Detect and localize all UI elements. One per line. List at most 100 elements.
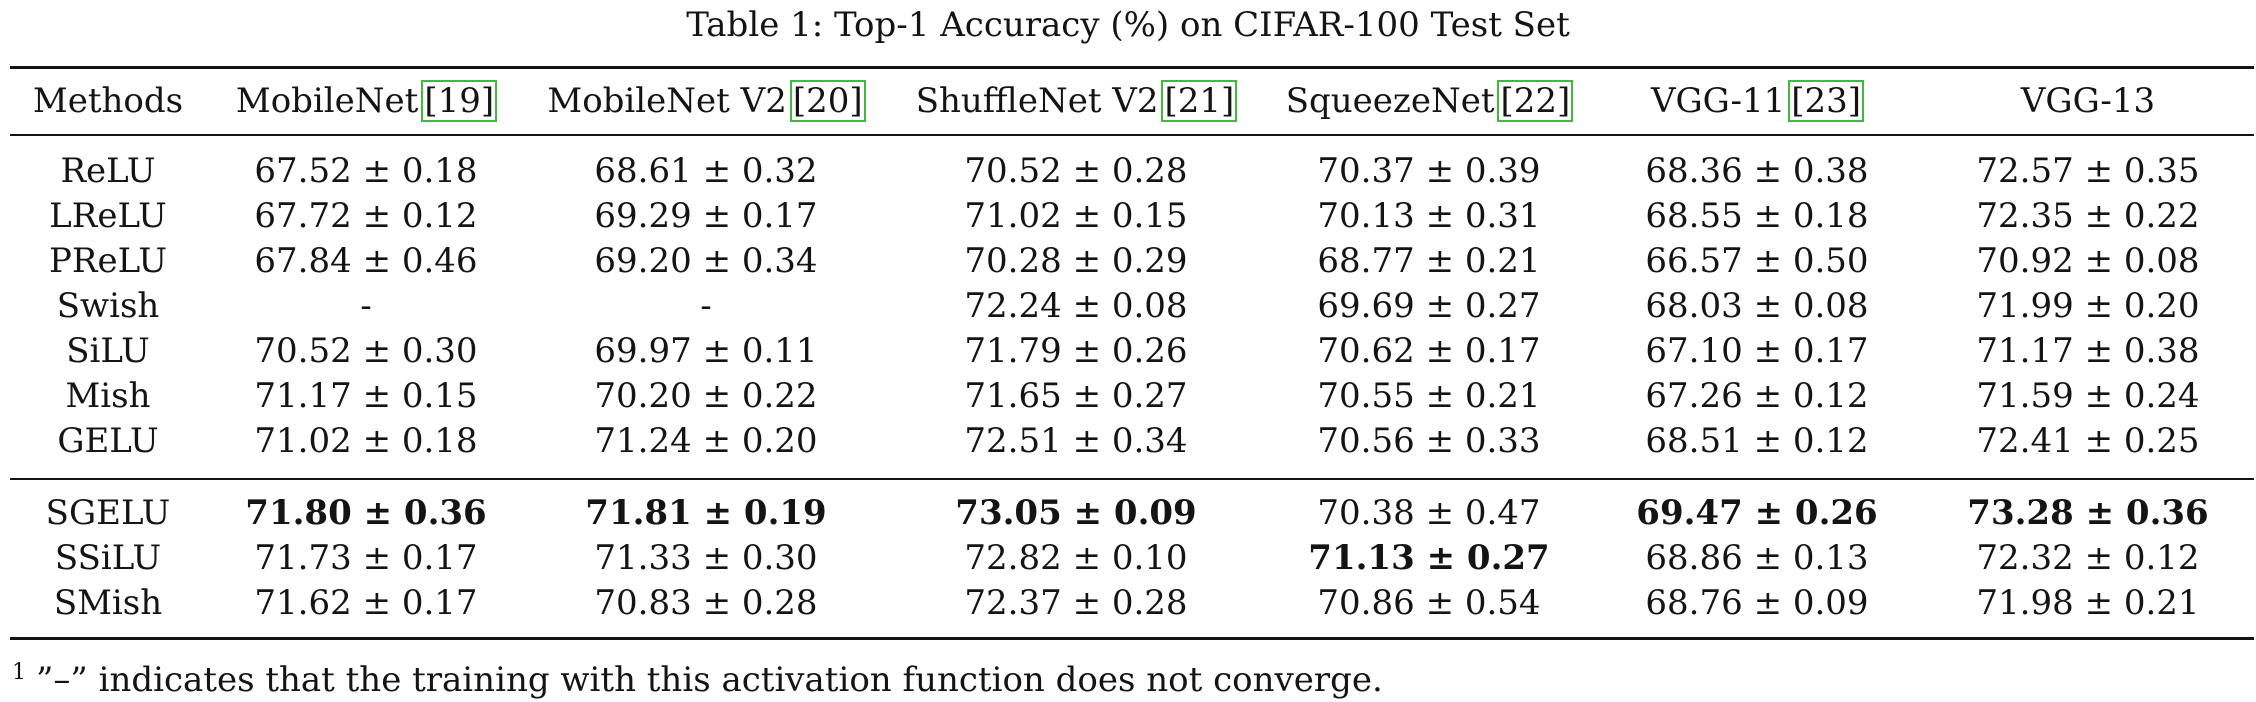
value-cell: 71.62 ± 0.17 bbox=[254, 583, 478, 623]
value-cell: 70.62 ± 0.17 bbox=[1317, 331, 1541, 371]
value-cell: 71.99 ± 0.20 bbox=[1976, 286, 2200, 326]
value-cell: - bbox=[360, 286, 372, 326]
header-cell-squeezenet: SqueezeNet [22] bbox=[1266, 78, 1592, 124]
value-cell: 67.84 ± 0.46 bbox=[254, 241, 478, 281]
value-cell: 71.02 ± 0.18 bbox=[254, 421, 478, 461]
value-cell: 71.59 ± 0.24 bbox=[1976, 376, 2200, 416]
value-cell: 68.51 ± 0.12 bbox=[1645, 421, 1869, 461]
value-cell: 73.05 ± 0.09 bbox=[955, 493, 1197, 533]
value-cell: 71.24 ± 0.20 bbox=[594, 421, 818, 461]
footnote-mark: 1 bbox=[12, 660, 26, 685]
table-row: GELU 71.02 ± 0.18 71.24 ± 0.20 72.51 ± 0.34… bbox=[10, 418, 2254, 464]
value-cell: 68.36 ± 0.38 bbox=[1645, 151, 1869, 191]
citation-link[interactable]: [21] bbox=[1161, 80, 1238, 122]
table-caption: Table 1: Top-1 Accuracy (%) on CIFAR-100… bbox=[686, 5, 1570, 45]
method-cell: Mish bbox=[65, 376, 151, 416]
method-cell: SiLU bbox=[66, 331, 150, 371]
method-cell: SSiLU bbox=[54, 538, 162, 578]
header-label: SqueezeNet bbox=[1285, 81, 1495, 121]
value-cell: 69.29 ± 0.17 bbox=[594, 196, 818, 236]
table-row: SiLU 70.52 ± 0.30 69.97 ± 0.11 71.79 ± 0.26… bbox=[10, 328, 2254, 374]
value-cell: 71.13 ± 0.27 bbox=[1308, 538, 1550, 578]
value-cell: 72.41 ± 0.25 bbox=[1976, 421, 2200, 461]
value-cell: 70.92 ± 0.08 bbox=[1976, 241, 2200, 281]
header-cell-vgg-11: VGG-11 [23] bbox=[1592, 78, 1922, 124]
citation-link[interactable]: [20] bbox=[789, 80, 866, 122]
value-cell: 71.65 ± 0.27 bbox=[964, 376, 1188, 416]
method-cell: SMish bbox=[53, 583, 163, 623]
value-cell: 72.35 ± 0.22 bbox=[1976, 196, 2200, 236]
value-cell: 68.03 ± 0.08 bbox=[1645, 286, 1869, 326]
value-cell: 71.02 ± 0.15 bbox=[964, 196, 1188, 236]
value-cell: 70.38 ± 0.47 bbox=[1317, 493, 1541, 533]
header-cell-vgg-13: VGG-13 bbox=[1922, 78, 2254, 124]
top-rule bbox=[10, 66, 2254, 69]
value-cell: 71.73 ± 0.17 bbox=[254, 538, 478, 578]
value-cell: 70.52 ± 0.30 bbox=[254, 331, 478, 371]
header-label: MobileNet bbox=[235, 81, 419, 121]
table-row: SSiLU 71.73 ± 0.17 71.33 ± 0.30 72.82 ± 0.1… bbox=[10, 535, 2254, 581]
table-header: Methods MobileNet [19] MobileNet V2 [20] S… bbox=[10, 78, 2254, 124]
value-cell: 69.47 ± 0.26 bbox=[1636, 493, 1878, 533]
value-cell: 70.86 ± 0.54 bbox=[1317, 583, 1541, 623]
value-cell: 70.55 ± 0.21 bbox=[1317, 376, 1541, 416]
value-cell: 71.17 ± 0.15 bbox=[254, 376, 478, 416]
value-cell: 73.28 ± 0.36 bbox=[1967, 493, 2209, 533]
value-cell: 69.97 ± 0.11 bbox=[594, 331, 818, 371]
value-cell: 70.56 ± 0.33 bbox=[1317, 421, 1541, 461]
table-row: Mish 71.17 ± 0.15 70.20 ± 0.22 71.65 ± 0.27… bbox=[10, 373, 2254, 419]
footnote-text: ”–” indicates that the training with thi… bbox=[36, 660, 1383, 700]
value-cell: 71.81 ± 0.19 bbox=[585, 493, 827, 533]
table-row: PReLU 67.84 ± 0.46 69.20 ± 0.34 70.28 ± 0.2… bbox=[10, 238, 2254, 284]
value-cell: - bbox=[700, 286, 712, 326]
table-row: SMish 71.62 ± 0.17 70.83 ± 0.28 72.37 ± 0.2… bbox=[10, 580, 2254, 626]
value-cell: 70.83 ± 0.28 bbox=[594, 583, 818, 623]
value-cell: 72.82 ± 0.10 bbox=[964, 538, 1188, 578]
value-cell: 69.69 ± 0.27 bbox=[1317, 286, 1541, 326]
value-cell: 70.13 ± 0.31 bbox=[1317, 196, 1541, 236]
value-cell: 67.72 ± 0.12 bbox=[254, 196, 478, 236]
header-label: VGG-11 bbox=[1650, 81, 1786, 121]
header-label: MobileNet V2 bbox=[547, 81, 787, 121]
table-row: SGELU 71.80 ± 0.36 71.81 ± 0.19 73.05 ± 0.0… bbox=[10, 490, 2254, 536]
value-cell: 72.57 ± 0.35 bbox=[1976, 151, 2200, 191]
citation-link[interactable]: [19] bbox=[421, 80, 498, 122]
header-cell-methods: Methods bbox=[10, 78, 206, 124]
value-cell: 71.17 ± 0.38 bbox=[1976, 331, 2200, 371]
value-cell: 68.77 ± 0.21 bbox=[1317, 241, 1541, 281]
bottom-rule bbox=[10, 637, 2254, 640]
value-cell: 70.52 ± 0.28 bbox=[964, 151, 1188, 191]
header-label: Methods bbox=[32, 81, 184, 121]
value-cell: 72.24 ± 0.08 bbox=[964, 286, 1188, 326]
value-cell: 70.28 ± 0.29 bbox=[964, 241, 1188, 281]
value-cell: 67.52 ± 0.18 bbox=[254, 151, 478, 191]
method-cell: SGELU bbox=[45, 493, 171, 533]
method-cell: PReLU bbox=[49, 241, 167, 281]
method-cell: LReLU bbox=[49, 196, 167, 236]
citation-link[interactable]: [23] bbox=[1788, 80, 1865, 122]
value-cell: 71.33 ± 0.30 bbox=[594, 538, 818, 578]
value-cell: 72.51 ± 0.34 bbox=[964, 421, 1188, 461]
value-cell: 67.10 ± 0.17 bbox=[1645, 331, 1869, 371]
header-rule bbox=[10, 134, 2254, 136]
value-cell: 67.26 ± 0.12 bbox=[1645, 376, 1869, 416]
header-cell-mobilenet: MobileNet [19] bbox=[206, 78, 526, 124]
value-cell: 72.32 ± 0.12 bbox=[1976, 538, 2200, 578]
value-cell: 66.57 ± 0.50 bbox=[1645, 241, 1869, 281]
method-cell: ReLU bbox=[60, 151, 156, 191]
method-cell: GELU bbox=[57, 421, 159, 461]
group-separator-rule bbox=[10, 478, 2254, 480]
value-cell: 71.79 ± 0.26 bbox=[964, 331, 1188, 371]
value-cell: 71.80 ± 0.36 bbox=[245, 493, 487, 533]
value-cell: 68.86 ± 0.13 bbox=[1645, 538, 1869, 578]
method-cell: Swish bbox=[56, 286, 160, 326]
header-label: ShuffleNet V2 bbox=[915, 81, 1159, 121]
value-cell: 72.37 ± 0.28 bbox=[964, 583, 1188, 623]
value-cell: 68.55 ± 0.18 bbox=[1645, 196, 1869, 236]
table-row: ReLU 67.52 ± 0.18 68.61 ± 0.32 70.52 ± 0.28… bbox=[10, 148, 2254, 194]
value-cell: 68.61 ± 0.32 bbox=[594, 151, 818, 191]
table-row: Swish - - 72.24 ± 0.08 69.69 ± 0.27 68.03 ± 0… bbox=[10, 283, 2254, 329]
citation-link[interactable]: [22] bbox=[1497, 80, 1574, 122]
table-row: LReLU 67.72 ± 0.12 69.29 ± 0.17 71.02 ± 0.1… bbox=[10, 193, 2254, 239]
value-cell: 68.76 ± 0.09 bbox=[1645, 583, 1869, 623]
